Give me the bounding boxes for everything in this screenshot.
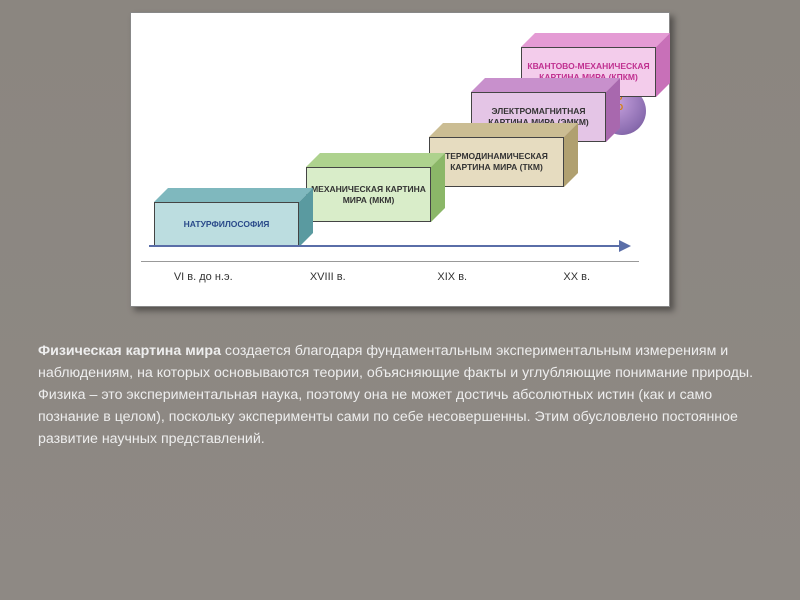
diagram-container: СТО ОТОКВАНТОВО-МЕХАНИЧЕСКАЯ КАРТИНА МИР… [130,12,670,307]
timeline-arrow [149,245,621,247]
step-roof [429,123,578,137]
timeline-divider [141,261,639,262]
step-roof [471,78,620,92]
timeline-ticks: VI в. до н.э.XVIII в.XIX в.XX в. [141,271,639,283]
step-roof [306,153,445,167]
slide: СТО ОТОКВАНТОВО-МЕХАНИЧЕСКАЯ КАРТИНА МИР… [0,0,800,600]
timeline-tick: XX в. [515,271,640,283]
step-3: ТЕРМОДИНАМИЧЕСКАЯ КАРТИНА МИРА (ТКМ) [429,123,578,187]
step-roof [521,33,670,47]
timeline-tick: XIX в. [390,271,515,283]
timeline-tick: VI в. до н.э. [141,271,266,283]
step-face: НАТУРФИЛОСОФИЯ [154,202,299,247]
diagram: СТО ОТОКВАНТОВО-МЕХАНИЧЕСКАЯ КАРТИНА МИР… [131,13,669,306]
step-1: НАТУРФИЛОСОФИЯ [154,188,313,247]
step-roof [154,188,313,202]
body-lead: Физическая картина мира [38,343,221,359]
step-face: ТЕРМОДИНАМИЧЕСКАЯ КАРТИНА МИРА (ТКМ) [429,137,564,187]
timeline-tick: XVIII в. [266,271,391,283]
step-face: МЕХАНИЧЕСКАЯ КАРТИНА МИРА (МКМ) [306,167,431,222]
body-paragraph: Физическая картина мира создается благод… [38,340,758,450]
step-2: МЕХАНИЧЕСКАЯ КАРТИНА МИРА (МКМ) [306,153,445,222]
